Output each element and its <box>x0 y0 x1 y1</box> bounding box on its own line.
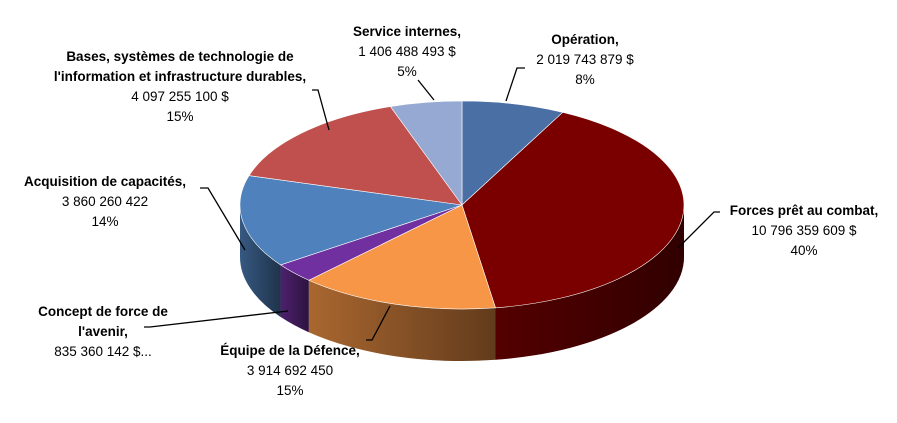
slice-label-5-line-1: l'information et infrastructure durables… <box>54 69 306 84</box>
pie-side-walls <box>240 205 684 361</box>
leader-line-1 <box>677 211 720 249</box>
slice-labels: Opération, 2 019 743 879 $ 8% Forces prêt a… <box>24 24 878 398</box>
pie-slice-4 <box>239 175 463 266</box>
slice-label-6-line-2: 5% <box>397 64 417 79</box>
slice-label-3-line-1: l'avenir, <box>78 324 128 339</box>
slice-label-2-line-2: 15% <box>276 383 303 398</box>
pie-slices <box>239 100 685 310</box>
pie-slice-6 <box>389 100 463 206</box>
leader-line-2 <box>366 305 391 341</box>
slice-label-0-line-1: 2 019 743 879 $ <box>536 52 634 67</box>
slice-label-3-line-2: 835 360 142 $... <box>54 344 152 359</box>
slice-label-1-line-2: 40% <box>790 243 817 258</box>
slice-label-6-line-1: 1 406 488 493 $ <box>358 44 456 59</box>
slice-label-5-line-2: 4 097 255 100 $ <box>131 89 229 104</box>
pie-slice-2 <box>308 204 496 310</box>
slice-label-2-line-0: Équipe de la Défence, <box>220 343 360 358</box>
leader-line-6 <box>417 79 435 101</box>
leader-line-0 <box>505 67 525 102</box>
leader-line-5 <box>312 89 330 131</box>
leader-line-4 <box>200 187 246 251</box>
leader-line-3 <box>144 310 289 328</box>
leader-lines <box>144 67 720 341</box>
pie-slice-0 <box>461 100 564 206</box>
slice-label-4-line-2: 14% <box>91 214 118 229</box>
slice-label-6-line-0: Service internes, <box>353 24 461 39</box>
slice-label-5-line-0: Bases, systèmes de technologie de <box>66 49 294 64</box>
pie-side-shade-1 <box>495 205 684 360</box>
slice-label-4-line-1: 3 860 260 422 <box>62 194 148 209</box>
pie-side-shade-3 <box>280 264 309 333</box>
pie-side-shade-2 <box>308 280 496 361</box>
slice-label-0-line-0: Opération, <box>551 32 619 47</box>
pie-slice-1 <box>461 112 685 309</box>
slice-label-2-line-1: 3 914 692 450 <box>247 363 333 378</box>
slice-label-1-line-0: Forces prêt au combat, <box>730 203 879 218</box>
slice-label-1-line-1: 10 796 359 609 $ <box>751 223 857 238</box>
slice-label-3-line-0: Concept de force de <box>38 304 168 319</box>
slice-label-0-line-2: 8% <box>575 72 595 87</box>
slice-label-4-line-0: Acquisition de capacités, <box>24 174 186 189</box>
pie-slice-5 <box>248 106 463 206</box>
pie-side-shade-4 <box>240 205 281 317</box>
slice-label-5-line-3: 15% <box>166 109 193 124</box>
